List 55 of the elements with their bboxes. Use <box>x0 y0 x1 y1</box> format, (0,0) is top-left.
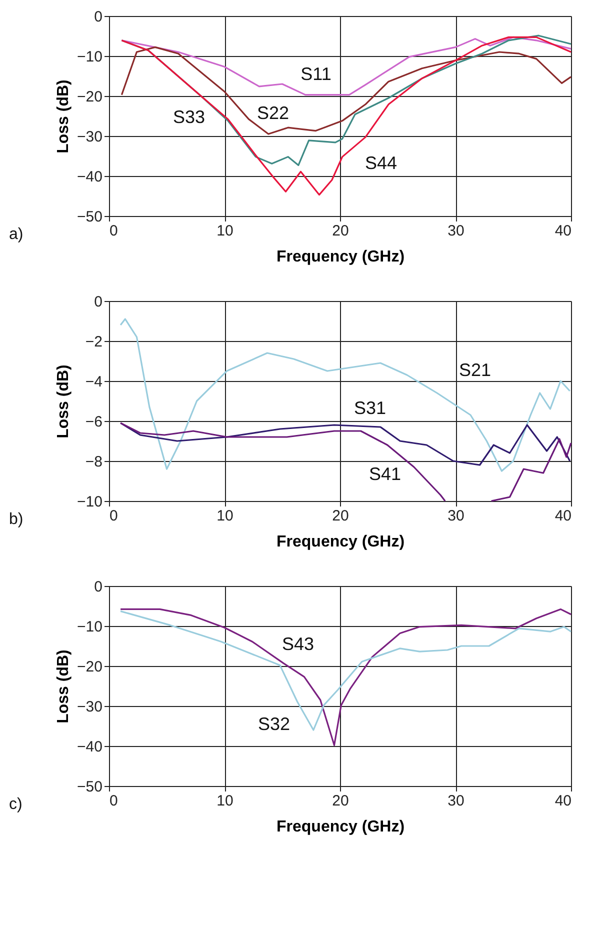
y-tick-label: −10 <box>77 618 102 636</box>
y-tick-label: −20 <box>77 88 102 106</box>
y-tick-label: −2 <box>85 334 102 350</box>
x-tick-label: 10 <box>216 792 234 810</box>
y-tick-label: −30 <box>77 128 102 146</box>
y-tick-label: 0 <box>94 8 102 26</box>
y-tick-label: −40 <box>77 738 102 756</box>
annotation: S31 <box>354 398 386 418</box>
line-series <box>120 422 571 466</box>
annotation: S43 <box>282 634 314 654</box>
y-tick-label: −4 <box>85 374 102 390</box>
y-tick-label: 0 <box>94 294 102 310</box>
y-tick-label: −40 <box>77 168 102 186</box>
x-tick-label: 40 <box>554 508 572 524</box>
x-tick-label: 20 <box>332 222 349 240</box>
y-tick-label: 0 <box>94 578 102 596</box>
annotation: S32 <box>258 714 290 734</box>
x-tick-label: 20 <box>332 792 349 810</box>
annotation: S21 <box>458 360 492 380</box>
x-axis-title: Frequency (GHz) <box>276 534 405 550</box>
x-tick-label: 10 <box>216 508 234 524</box>
text: b) <box>9 511 24 528</box>
annotation: S22 <box>256 103 290 123</box>
y-tick-label: −20 <box>77 658 102 676</box>
line-series <box>120 36 572 196</box>
annotation: S33 <box>172 107 206 127</box>
x-tick-label: 30 <box>448 792 464 810</box>
text: a) <box>9 226 24 243</box>
annotation: S41 <box>368 464 402 484</box>
x-tick-label: 0 <box>110 222 118 240</box>
y-tick-label: −50 <box>77 208 102 226</box>
y-tick-label: −10 <box>77 494 102 510</box>
y-tick-label: −10 <box>77 48 102 66</box>
text: c) <box>9 796 22 813</box>
y-tick-label: −30 <box>77 698 102 716</box>
line-series <box>120 46 572 135</box>
annotation: S44 <box>364 153 398 173</box>
x-tick-label: 40 <box>554 792 572 810</box>
y-tick-label: −8 <box>85 454 102 470</box>
x-tick-label: 0 <box>110 792 118 810</box>
x-tick-label: 10 <box>216 222 234 240</box>
annotation: S11 <box>300 64 332 84</box>
x-axis-title: Frequency (GHz) <box>276 248 405 266</box>
y-axis-title: Loss (dB) <box>55 364 72 438</box>
y-axis-title: Loss (dB) <box>55 80 72 154</box>
x-tick-label: 30 <box>448 508 464 524</box>
y-tick-label: −50 <box>77 778 102 796</box>
x-tick-label: 30 <box>448 222 464 240</box>
x-tick-label: 40 <box>554 222 572 240</box>
x-tick-label: 20 <box>332 508 349 524</box>
x-axis-title: Frequency (GHz) <box>276 818 405 836</box>
x-tick-label: 0 <box>110 508 118 524</box>
line-series <box>120 36 572 96</box>
y-axis-title: Loss (dB) <box>55 650 72 724</box>
y-tick-label: −6 <box>85 414 102 430</box>
